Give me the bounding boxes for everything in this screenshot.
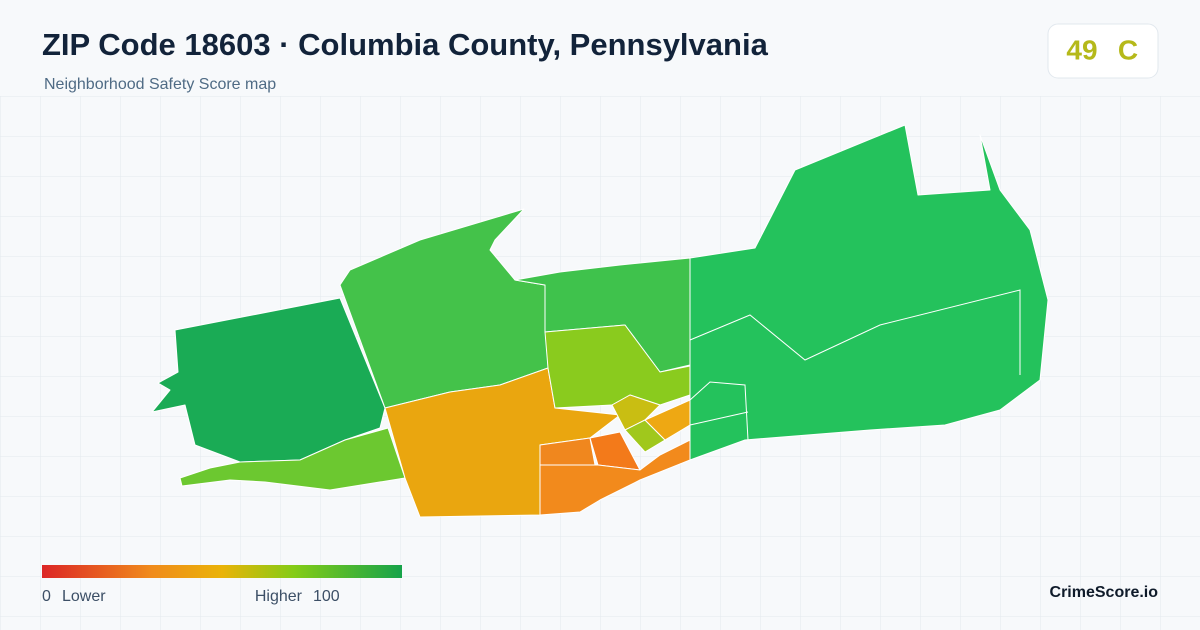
legend-min: 0	[42, 588, 51, 605]
region	[689, 124, 1049, 461]
region	[384, 367, 621, 518]
region	[179, 427, 406, 491]
region	[151, 297, 386, 463]
region-border	[689, 411, 749, 426]
score-badge	[1047, 23, 1159, 79]
legend-max-label: Higher	[255, 588, 303, 605]
region-border	[689, 289, 1021, 375]
region	[611, 394, 661, 431]
title: ZIP Code 18603 · Columbia County, Pennsy…	[42, 27, 769, 62]
brand: CrimeScore.io	[1050, 584, 1159, 601]
score-grade: C	[1118, 34, 1138, 65]
legend-min-label: Lower	[62, 588, 106, 605]
legend-max: 100	[313, 588, 340, 605]
map-regions	[151, 124, 1049, 518]
score-value: 49	[1066, 34, 1097, 65]
subtitle: Neighborhood Safety Score map	[44, 76, 276, 93]
legend-bar	[42, 565, 402, 578]
